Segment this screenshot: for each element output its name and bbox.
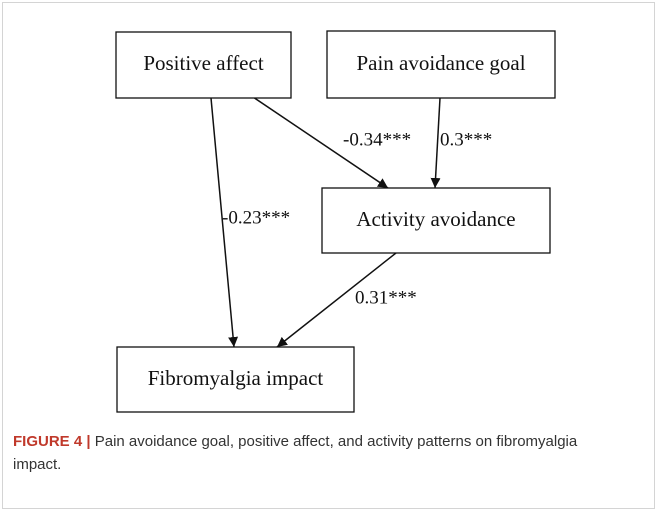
node-label: Positive affect bbox=[143, 51, 263, 75]
edge bbox=[210, 97, 239, 348]
edge bbox=[430, 97, 441, 189]
caption: FIGURE 4 | Pain avoidance goal, positive… bbox=[13, 430, 628, 476]
edge-label: -0.23*** bbox=[222, 207, 290, 228]
edge-label: -0.34*** bbox=[343, 129, 411, 150]
node-label: Fibromyalgia impact bbox=[148, 366, 324, 390]
caption-text: Pain avoidance goal, positive affect, an… bbox=[13, 433, 578, 473]
edge bbox=[252, 96, 389, 189]
edge-label: 0.3*** bbox=[440, 129, 492, 150]
node-box bbox=[321, 187, 551, 254]
node-box bbox=[115, 31, 292, 99]
edge bbox=[276, 252, 397, 348]
caption-label: FIGURE 4 | bbox=[13, 433, 91, 450]
node-label: Pain avoidance goal bbox=[356, 51, 525, 75]
node-label: Activity avoidance bbox=[356, 207, 515, 231]
node-box bbox=[116, 346, 355, 413]
node-box bbox=[326, 30, 556, 99]
figure-frame bbox=[2, 2, 655, 509]
edge-label: 0.31*** bbox=[355, 287, 417, 308]
